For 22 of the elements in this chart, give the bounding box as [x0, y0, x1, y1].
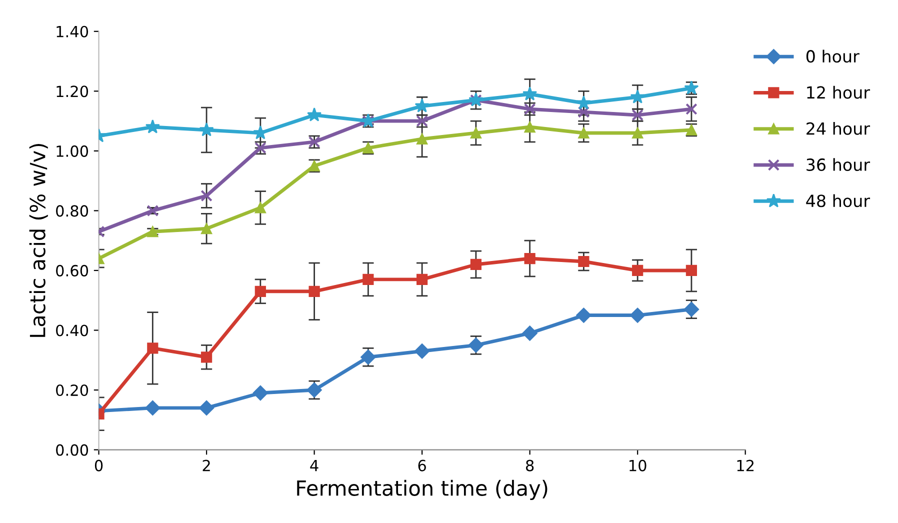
y-tick-label: 0.20 [56, 384, 88, 396]
legend-label: 0 hour [806, 50, 860, 63]
x-tick-label: 4 [310, 460, 318, 472]
legend-label: 36 hour [806, 158, 870, 172]
y-tick-label: 0.80 [56, 205, 88, 217]
y-tick-label: 1.00 [56, 145, 88, 157]
x-tick-label: 2 [202, 460, 210, 472]
y-tick-label: 0.60 [56, 264, 88, 276]
x-tick-label: 0 [94, 460, 103, 472]
x-axis-title: Fermentation time (day) [297, 480, 548, 500]
x-tick-label: 6 [418, 460, 426, 472]
y-tick-label: 1.20 [56, 86, 88, 98]
x-tick-label: 10 [630, 460, 646, 472]
y-tick-label: 1.40 [56, 26, 88, 38]
legend-label: 48 hour [806, 194, 870, 208]
y-axis-title: Lactic acid (% w/v) [29, 144, 48, 337]
legend-label: 12 hour [807, 86, 870, 99]
y-tick-label: 0.40 [56, 324, 88, 336]
x-tick-label: 8 [526, 460, 534, 472]
legend-label: 24 hour [806, 122, 870, 135]
x-tick-label: 12 [737, 460, 754, 472]
y-tick-label: 0.00 [56, 444, 88, 456]
